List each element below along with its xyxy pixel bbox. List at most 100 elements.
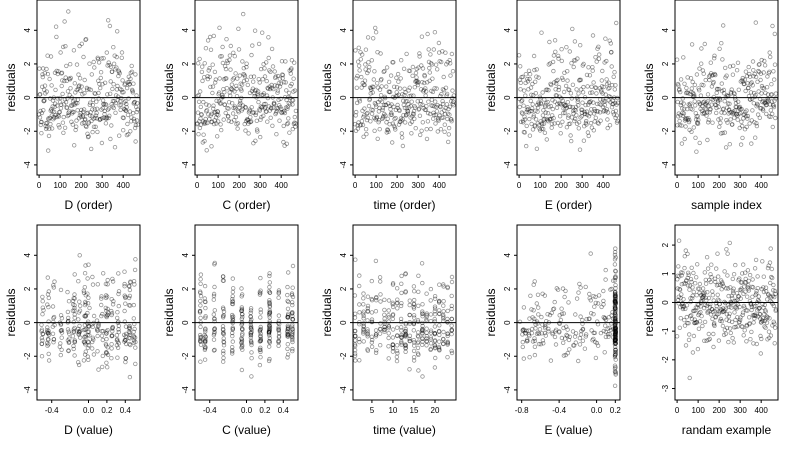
data-point bbox=[580, 100, 585, 105]
data-point bbox=[249, 339, 254, 344]
data-point bbox=[250, 79, 256, 84]
data-point bbox=[107, 113, 112, 118]
data-point bbox=[430, 76, 435, 81]
data-point bbox=[377, 126, 382, 132]
data-point bbox=[561, 325, 566, 331]
data-point bbox=[403, 331, 408, 336]
data-point bbox=[257, 292, 263, 297]
data-point bbox=[706, 74, 712, 79]
data-point bbox=[85, 276, 90, 281]
data-point bbox=[562, 110, 568, 116]
data-point bbox=[119, 55, 124, 60]
data-point bbox=[577, 147, 583, 152]
data-point bbox=[536, 100, 541, 105]
data-point bbox=[612, 306, 618, 311]
data-point bbox=[395, 325, 400, 330]
data-point bbox=[600, 68, 605, 74]
data-point bbox=[395, 351, 400, 356]
data-point bbox=[100, 106, 105, 111]
data-point bbox=[40, 331, 45, 337]
data-point bbox=[51, 337, 57, 342]
data-point bbox=[545, 99, 550, 105]
data-point bbox=[275, 90, 280, 95]
data-point bbox=[733, 324, 738, 330]
data-point bbox=[552, 38, 558, 43]
data-point bbox=[729, 305, 734, 310]
data-point bbox=[527, 316, 532, 321]
data-point bbox=[267, 86, 273, 92]
data-point bbox=[428, 347, 433, 352]
y-tick-label: 2 bbox=[661, 242, 670, 247]
data-point bbox=[83, 314, 88, 319]
data-point bbox=[402, 86, 407, 91]
data-point bbox=[734, 300, 739, 306]
data-point bbox=[707, 73, 713, 78]
data-point bbox=[524, 339, 529, 344]
data-point bbox=[39, 327, 45, 332]
data-point bbox=[266, 35, 271, 40]
data-point bbox=[604, 77, 609, 82]
x-tick-label: 0 bbox=[37, 181, 42, 190]
data-point bbox=[753, 292, 758, 298]
data-point bbox=[436, 115, 441, 121]
data-point bbox=[70, 308, 76, 313]
data-point bbox=[267, 323, 272, 329]
data-point bbox=[557, 94, 562, 99]
data-point bbox=[694, 275, 699, 280]
data-point bbox=[612, 314, 618, 319]
data-point bbox=[685, 75, 690, 80]
data-point bbox=[771, 288, 776, 293]
data-point bbox=[392, 84, 397, 89]
y-tick-label: 2 bbox=[23, 61, 32, 66]
data-point bbox=[520, 344, 525, 350]
data-point bbox=[290, 313, 295, 319]
data-point bbox=[401, 102, 406, 108]
data-point bbox=[276, 288, 282, 293]
data-point bbox=[280, 76, 285, 81]
data-point bbox=[712, 102, 718, 107]
data-point bbox=[407, 338, 412, 344]
data-point bbox=[730, 122, 735, 127]
data-point bbox=[524, 123, 529, 129]
data-point bbox=[731, 90, 737, 96]
data-point bbox=[686, 119, 692, 125]
data-point bbox=[370, 90, 375, 95]
data-point bbox=[394, 354, 400, 360]
data-point bbox=[76, 362, 82, 368]
data-point bbox=[374, 115, 379, 121]
data-point bbox=[243, 118, 249, 124]
data-point bbox=[699, 61, 704, 66]
data-point bbox=[253, 112, 258, 118]
data-point bbox=[378, 97, 383, 103]
data-point bbox=[595, 319, 600, 324]
data-point bbox=[693, 110, 698, 116]
data-point bbox=[721, 87, 726, 93]
data-point bbox=[428, 337, 433, 342]
data-point bbox=[680, 96, 685, 101]
data-point bbox=[273, 74, 278, 79]
data-point bbox=[230, 77, 235, 82]
data-point bbox=[57, 109, 62, 115]
data-point bbox=[373, 350, 379, 355]
data-point bbox=[421, 87, 427, 93]
data-point bbox=[46, 304, 51, 310]
data-point bbox=[420, 323, 425, 329]
data-point bbox=[765, 96, 770, 101]
data-point bbox=[198, 290, 203, 296]
data-point bbox=[399, 342, 404, 347]
data-point bbox=[759, 91, 764, 96]
data-point bbox=[719, 319, 725, 324]
data-point bbox=[367, 85, 373, 90]
data-point bbox=[248, 322, 254, 328]
data-point bbox=[45, 336, 51, 342]
data-point bbox=[420, 120, 425, 125]
data-point bbox=[579, 110, 585, 115]
data-point bbox=[221, 331, 226, 337]
data-point bbox=[363, 62, 368, 67]
data-point bbox=[570, 26, 575, 32]
data-point bbox=[121, 332, 127, 338]
data-point bbox=[105, 18, 111, 23]
data-point bbox=[428, 52, 433, 57]
data-point bbox=[741, 291, 746, 296]
